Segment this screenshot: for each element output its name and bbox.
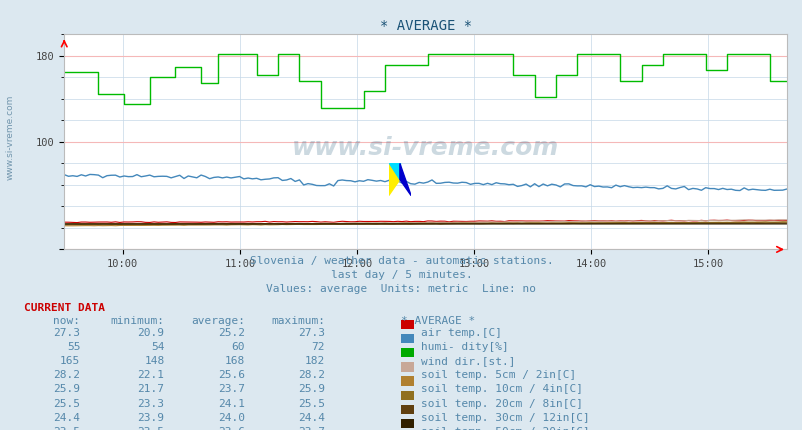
Text: average:: average: xyxy=(191,316,245,326)
Text: 23.9: 23.9 xyxy=(137,413,164,423)
Text: soil temp. 5cm / 2in[C]: soil temp. 5cm / 2in[C] xyxy=(420,370,575,380)
Polygon shape xyxy=(399,163,411,196)
Text: soil temp. 10cm / 4in[C]: soil temp. 10cm / 4in[C] xyxy=(420,384,582,394)
Text: 72: 72 xyxy=(311,342,325,352)
Text: 60: 60 xyxy=(231,342,245,352)
Text: 25.9: 25.9 xyxy=(298,384,325,394)
Text: 20.9: 20.9 xyxy=(137,328,164,338)
Text: 25.2: 25.2 xyxy=(217,328,245,338)
Text: www.si-vreme.com: www.si-vreme.com xyxy=(292,136,558,160)
Text: 55: 55 xyxy=(67,342,80,352)
Text: humi- dity[%]: humi- dity[%] xyxy=(420,342,508,352)
Title: * AVERAGE *: * AVERAGE * xyxy=(379,19,471,33)
Text: soil temp. 20cm / 8in[C]: soil temp. 20cm / 8in[C] xyxy=(420,399,582,408)
Text: 24.0: 24.0 xyxy=(217,413,245,423)
Text: 24.4: 24.4 xyxy=(53,413,80,423)
Text: 25.9: 25.9 xyxy=(53,384,80,394)
Text: last day / 5 minutes.: last day / 5 minutes. xyxy=(330,270,472,280)
Text: minimum:: minimum: xyxy=(111,316,164,326)
Text: 27.3: 27.3 xyxy=(298,328,325,338)
Text: now:: now: xyxy=(53,316,80,326)
Text: www.si-vreme.com: www.si-vreme.com xyxy=(5,95,14,180)
Text: 23.7: 23.7 xyxy=(217,384,245,394)
Text: 23.3: 23.3 xyxy=(137,399,164,408)
Text: 165: 165 xyxy=(60,356,80,366)
Text: 25.5: 25.5 xyxy=(53,399,80,408)
Text: 27.3: 27.3 xyxy=(53,328,80,338)
Text: 25.6: 25.6 xyxy=(217,370,245,380)
Text: Slovenia / weather data - automatic stations.: Slovenia / weather data - automatic stat… xyxy=(249,256,553,266)
Polygon shape xyxy=(388,163,399,180)
Text: 54: 54 xyxy=(151,342,164,352)
Text: 23.7: 23.7 xyxy=(298,427,325,430)
Text: soil temp. 30cm / 12in[C]: soil temp. 30cm / 12in[C] xyxy=(420,413,589,423)
Text: 182: 182 xyxy=(305,356,325,366)
Text: 24.1: 24.1 xyxy=(217,399,245,408)
Text: Values: average  Units: metric  Line: no: Values: average Units: metric Line: no xyxy=(266,284,536,294)
Text: 24.4: 24.4 xyxy=(298,413,325,423)
Text: air temp.[C]: air temp.[C] xyxy=(420,328,501,338)
Text: 25.5: 25.5 xyxy=(298,399,325,408)
Text: 23.5: 23.5 xyxy=(53,427,80,430)
Text: wind dir.[st.]: wind dir.[st.] xyxy=(420,356,515,366)
Text: 23.5: 23.5 xyxy=(137,427,164,430)
Text: 22.1: 22.1 xyxy=(137,370,164,380)
Text: maximum:: maximum: xyxy=(271,316,325,326)
Text: 23.6: 23.6 xyxy=(217,427,245,430)
Text: 21.7: 21.7 xyxy=(137,384,164,394)
Text: soil temp. 50cm / 20in[C]: soil temp. 50cm / 20in[C] xyxy=(420,427,589,430)
Text: 28.2: 28.2 xyxy=(53,370,80,380)
Polygon shape xyxy=(388,163,399,196)
Text: * AVERAGE *: * AVERAGE * xyxy=(401,316,475,326)
Text: 148: 148 xyxy=(144,356,164,366)
Text: 28.2: 28.2 xyxy=(298,370,325,380)
Text: 168: 168 xyxy=(225,356,245,366)
Text: CURRENT DATA: CURRENT DATA xyxy=(24,303,105,313)
